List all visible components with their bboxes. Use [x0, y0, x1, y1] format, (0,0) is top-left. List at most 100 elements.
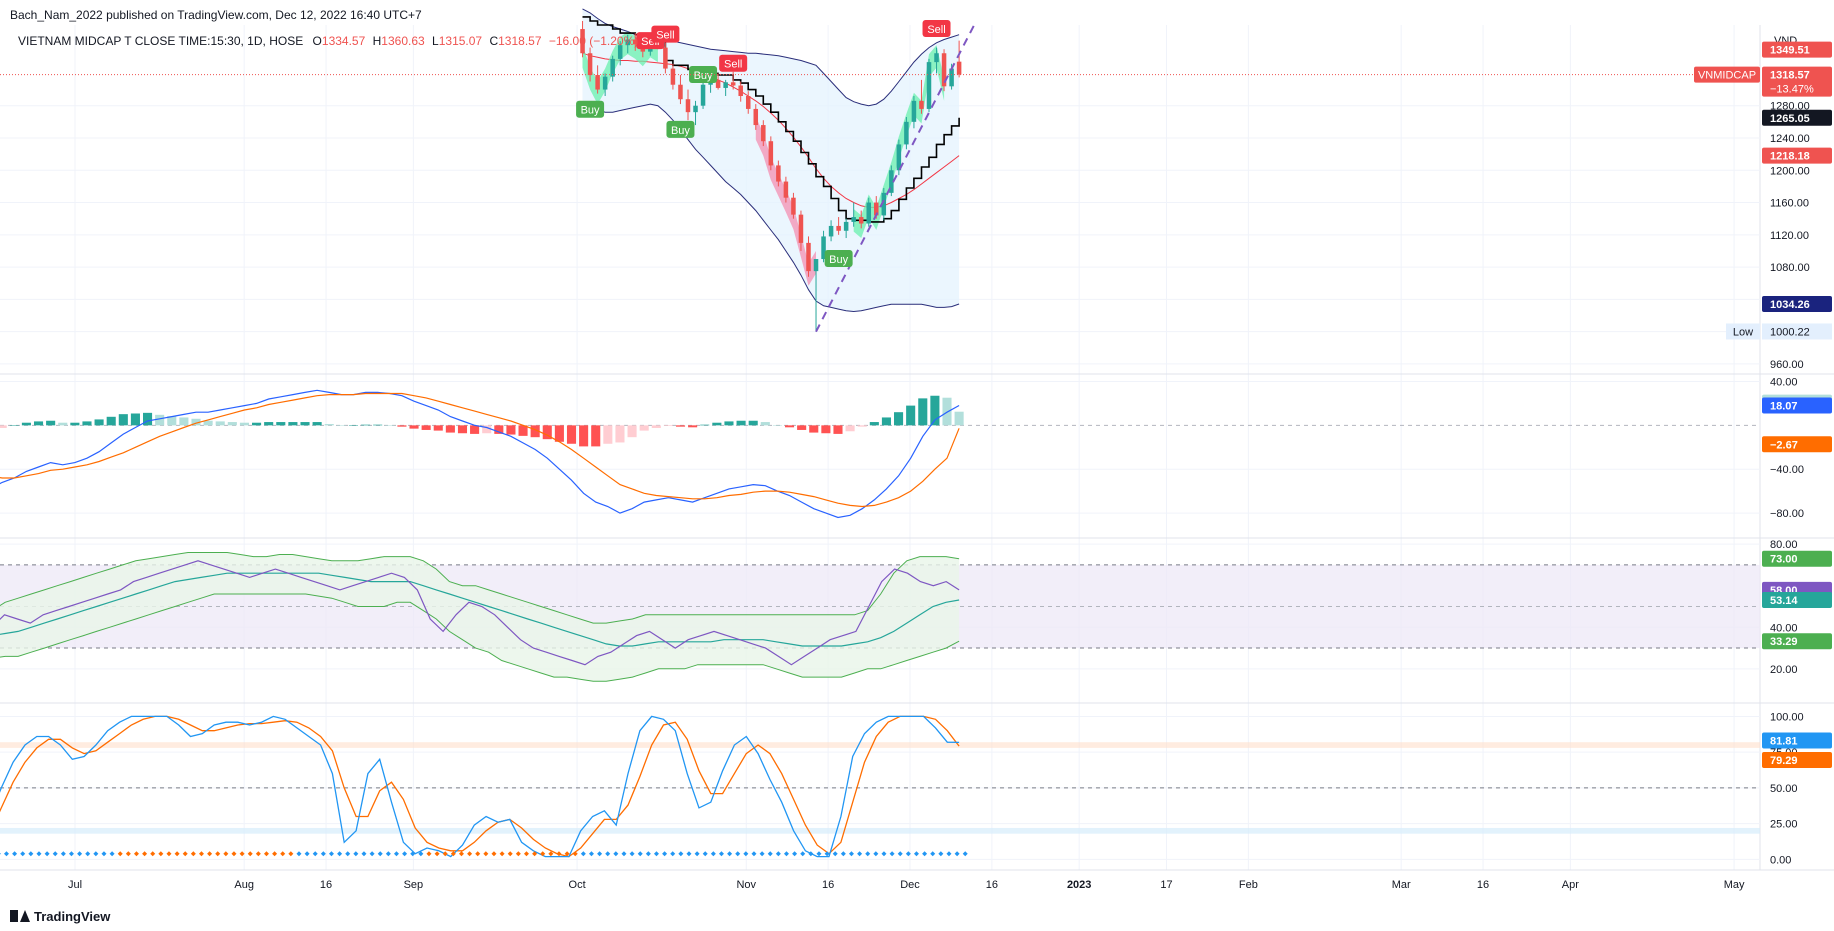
legend-high-label: H [373, 34, 382, 48]
price-value-tag-1-bg [1762, 109, 1832, 126]
macd-signal-tag-bg [1762, 436, 1832, 453]
legend-close-value: 1318.57 [498, 34, 542, 48]
stoch-lower-band [0, 827, 1760, 834]
macd-histogram-bar [385, 425, 395, 426]
stoch-signal-dot [946, 851, 952, 857]
macd-histogram-bar [421, 425, 431, 430]
stoch-signal-dot [12, 851, 18, 857]
price-axis[interactable]: 960.001000.001040.001080.001120.001160.0… [1694, 35, 1832, 866]
time-axis[interactable]: Jul Aug 16 Sep Oct Nov 16 Dec 16 2023 17 Feb Mar 16 Ap… [68, 879, 1745, 891]
time-label: Nov [736, 879, 756, 891]
stoch-signal-dot [60, 851, 66, 857]
candle-body [625, 39, 630, 46]
low-tag-bg [1726, 323, 1760, 340]
stoch-signal-dot [873, 851, 879, 857]
rsi-value-tag-0-text: 73.00 [1770, 554, 1798, 566]
signal-label: Buy [694, 70, 713, 82]
stoch-signal-dot [337, 851, 343, 857]
legend-low-value: 1315.07 [439, 34, 483, 48]
macd-histogram-bar [603, 425, 613, 444]
macd-histogram-bar [554, 425, 564, 442]
macd-value-tag: 18.07 [1762, 397, 1832, 414]
candle-body [738, 85, 743, 97]
candle-body [768, 141, 774, 166]
legend-open-value: 1334.57 [322, 34, 366, 48]
time-label: Jul [68, 879, 82, 891]
macd-histogram-bar [530, 425, 540, 438]
stoch-signal-dot [393, 851, 399, 857]
time-label: 16 [1477, 879, 1489, 891]
stoch-signal-dot [735, 851, 741, 857]
candle-body [828, 225, 834, 237]
macd-histogram-bar [276, 422, 286, 426]
candle [610, 55, 615, 82]
price-value-tag-3: 1034.26 [1762, 296, 1832, 313]
rsi-tick-label: 80.00 [1770, 539, 1798, 551]
rsi-bb-fill [0, 552, 960, 682]
signal-badge [922, 20, 951, 38]
grid-layer [0, 25, 1834, 871]
stoch-signal-dot [653, 851, 659, 857]
stoch-signal-dot [694, 851, 700, 857]
rsi-tick-label: 20.00 [1770, 664, 1798, 676]
candle-body [851, 217, 856, 222]
symbol-tag: VNMIDCAP [1694, 66, 1760, 83]
macd-histogram-bar [0, 425, 7, 428]
stoch-signal-dot [605, 851, 611, 857]
macd-signal-tag: −2.67 [1762, 436, 1832, 453]
macd-line [0, 389, 960, 519]
candle-body [783, 181, 789, 198]
stochastic_rsi-tick-label: 25.00 [1770, 819, 1798, 831]
tradingview-logo-icon [10, 910, 30, 922]
price-value-tag-2-bg [1762, 147, 1832, 164]
signal-label: Buy [581, 105, 600, 117]
macd-histogram-bar [772, 425, 782, 426]
macd-histogram-bar [566, 425, 577, 444]
candle [783, 176, 789, 203]
stoch-signal-dot [523, 851, 529, 857]
candle [685, 89, 691, 121]
price-value-tag-0-bg [1762, 41, 1832, 58]
stoch-signal-dot [450, 851, 456, 857]
stoch-signal-dot [385, 851, 391, 857]
macd-value-tag-bg [1762, 397, 1832, 414]
low-value-bg [1762, 323, 1832, 340]
macd-histogram-bar [930, 395, 940, 426]
macd-histogram-bar [675, 425, 686, 427]
macd-histogram-bar [9, 425, 19, 426]
stoch-signal-dot [377, 851, 383, 857]
macd-pane[interactable] [0, 389, 1760, 519]
stochastic_rsi-tick-label: 50.00 [1770, 783, 1798, 795]
stoch-signal-dot [507, 851, 513, 857]
stoch-signal-dot [44, 851, 50, 857]
stoch-signal-dot [68, 851, 74, 857]
macd-histogram-bar [106, 416, 116, 426]
candle [580, 20, 585, 58]
macd-histogram-bar [58, 422, 68, 426]
legend-open-label: O [313, 34, 322, 48]
stoch-signal-dot [662, 851, 668, 857]
stoch-pane[interactable] [0, 715, 1760, 858]
stoch-signal-dot [548, 851, 554, 857]
price-value-tag-1-text: 1265.05 [1770, 113, 1810, 125]
macd-histogram-bar [663, 425, 673, 427]
macd-histogram-bar [894, 412, 904, 426]
macd-histogram-bar [542, 425, 552, 440]
rsi-value-tag-0-bg [1762, 550, 1832, 567]
rsi-ma-line [0, 572, 960, 647]
candle-body [874, 202, 879, 216]
candle [889, 165, 894, 197]
stoch-signal-dot [889, 851, 895, 857]
candle [828, 220, 834, 242]
stoch-signal-dot [101, 851, 107, 857]
candle-body [745, 96, 751, 109]
macd-histogram-bar [336, 425, 346, 426]
stoch-signal-dot [20, 851, 26, 857]
signal-sell: Sell [651, 25, 680, 43]
macd-histogram-bar [651, 425, 661, 428]
price-value-tag-1: 1265.05 [1762, 109, 1832, 126]
tradingview-footer[interactable]: TradingView [10, 906, 110, 926]
rsi-pane[interactable] [0, 552, 1760, 682]
